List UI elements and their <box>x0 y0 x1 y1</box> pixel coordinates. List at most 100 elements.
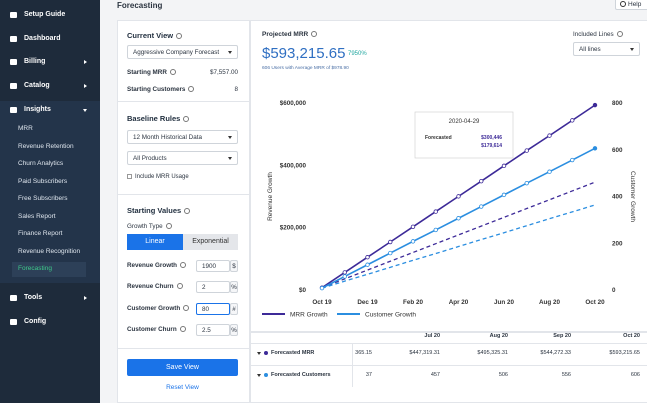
help-button[interactable]: Help <box>615 0 647 10</box>
section-bg <box>0 101 100 283</box>
x-tick-label: Oct 20 <box>585 299 605 306</box>
summary-detail: 606 Users with Average MRR of $978.90 <box>262 66 349 71</box>
checkbox[interactable] <box>127 174 132 179</box>
select[interactable]: All Products <box>127 151 238 165</box>
label: Starting MRR <box>127 69 176 76</box>
input-unit: $ <box>230 260 238 272</box>
point <box>456 216 461 221</box>
y2-axis-label: Customer Growth <box>629 171 636 222</box>
point <box>524 148 529 153</box>
save-button[interactable]: Save View <box>127 359 238 376</box>
column-header: Oct 20 <box>623 333 640 339</box>
nav-item[interactable]: Tools <box>24 294 43 301</box>
nav-subitem[interactable]: Revenue Recognition <box>18 247 81 255</box>
info-icon <box>188 86 195 93</box>
input[interactable]: 1900 <box>196 260 230 272</box>
point <box>547 169 552 174</box>
baseline-line <box>321 204 596 289</box>
cell: 506 <box>498 372 508 378</box>
column-header: Sep 20 <box>553 333 571 339</box>
y2-tick-label: 400 <box>612 194 623 201</box>
table-col-divider <box>352 343 353 387</box>
point <box>479 204 484 209</box>
point <box>388 239 393 245</box>
nav-item[interactable]: Catalog <box>24 82 50 89</box>
select[interactable]: All lines <box>573 42 640 56</box>
nav-subitem[interactable]: MRR <box>18 125 33 132</box>
point <box>570 118 575 123</box>
input[interactable]: 2 <box>196 281 230 293</box>
nav-icon <box>10 59 17 65</box>
point <box>365 262 370 267</box>
nav-arrow <box>84 295 87 300</box>
select-text: 12 Month Historical Data <box>133 133 202 141</box>
nav-item[interactable]: Billing <box>24 58 46 65</box>
point <box>592 146 598 151</box>
nav-item[interactable]: Dashboard <box>24 35 61 42</box>
table-row-divider <box>250 343 647 344</box>
x-tick-label: Jun 20 <box>494 299 514 306</box>
expand-caret[interactable] <box>257 351 261 355</box>
expand-caret[interactable] <box>257 373 261 377</box>
point <box>547 133 552 138</box>
point <box>342 274 347 279</box>
point <box>570 157 575 163</box>
cell: 606 <box>630 372 640 378</box>
tooltip-value: $300,446 <box>481 135 502 141</box>
section-title: Baseline Rules <box>127 114 190 123</box>
cell: $593,215.65 <box>609 350 640 356</box>
summary-value: $593,215.65 <box>262 45 346 62</box>
nav-subitem[interactable]: Forecasting <box>18 265 52 272</box>
tooltip <box>414 111 514 159</box>
field-label: Customer Churn <box>127 326 186 333</box>
nav-arrow <box>83 109 87 112</box>
nav-icon <box>10 36 17 42</box>
info-icon <box>176 33 183 40</box>
x-tick-label: Oct 19 <box>312 299 332 306</box>
label: Growth Type <box>127 223 172 230</box>
nav-item[interactable]: Setup Guide <box>24 11 66 18</box>
legend-label: Customer Growth <box>365 312 416 319</box>
cell: 556 <box>561 372 571 378</box>
select-text: All Products <box>133 154 167 162</box>
help-icon <box>620 1 626 7</box>
row-label: Forecasted Customers <box>271 372 331 378</box>
input[interactable]: 80 <box>196 303 230 315</box>
y2-tick-label: 200 <box>612 240 623 247</box>
nav-subitem[interactable]: Churn Analytics <box>18 160 64 167</box>
input-unit: % <box>230 281 238 293</box>
divider <box>118 101 249 102</box>
nav-subitem[interactable]: Sales Report <box>18 212 56 220</box>
toggle-option[interactable]: Exponential <box>183 234 238 250</box>
cell: 365.15 <box>355 350 372 356</box>
toggle-option[interactable]: Linear <box>127 234 183 250</box>
nav-subitem[interactable]: Paid Subscribers <box>18 177 68 185</box>
legend-dot <box>264 351 268 355</box>
point <box>456 194 461 199</box>
point <box>365 255 370 260</box>
point <box>319 285 325 291</box>
label: Starting Customers <box>127 86 195 93</box>
cell: $447,319.31 <box>409 350 440 356</box>
select[interactable]: Aggressive Company Forecast <box>127 45 238 59</box>
nav-subitem[interactable]: Revenue Retention <box>18 142 74 150</box>
point <box>388 250 393 256</box>
cell: 37 <box>365 372 372 378</box>
x-tick-label: Aug 20 <box>539 299 560 306</box>
nav-subitem[interactable]: Free Subscribers <box>18 195 68 202</box>
select-text: All lines <box>579 45 601 53</box>
nav-item[interactable]: Config <box>24 318 47 325</box>
info-icon <box>176 283 183 290</box>
point <box>524 180 529 186</box>
nav-item[interactable]: Insights <box>24 106 51 113</box>
nav-subitem[interactable]: Finance Report <box>18 230 63 237</box>
input[interactable]: 2.5 <box>196 324 230 336</box>
select-text: Aggressive Company Forecast <box>133 48 220 56</box>
reset-link[interactable]: Reset View <box>166 384 199 391</box>
x-tick-label: Dec 19 <box>357 299 378 306</box>
nav-icon <box>10 319 17 325</box>
select[interactable]: 12 Month Historical Data <box>127 130 238 144</box>
legend-label: MRR Growth <box>290 312 328 319</box>
y2-tick-label: 800 <box>612 100 623 107</box>
nav-arrow <box>84 83 87 88</box>
